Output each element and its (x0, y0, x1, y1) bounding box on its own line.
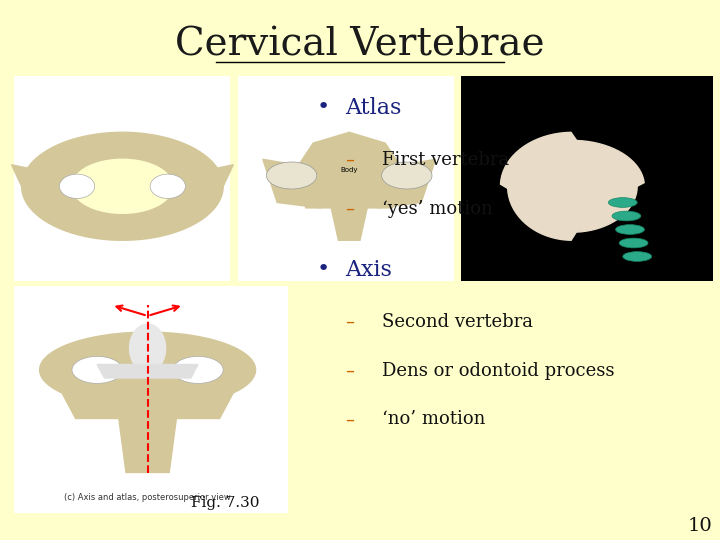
Text: Fig. 7.30: Fig. 7.30 (191, 496, 259, 510)
Polygon shape (40, 332, 256, 408)
Text: Axis: Axis (346, 259, 392, 281)
Text: Atlas: Atlas (346, 97, 402, 119)
Ellipse shape (616, 225, 644, 234)
Polygon shape (97, 364, 198, 378)
Text: Dens or odontoid process: Dens or odontoid process (382, 362, 614, 380)
FancyBboxPatch shape (14, 76, 230, 281)
Polygon shape (371, 159, 436, 208)
Text: –: – (346, 313, 354, 331)
Ellipse shape (173, 356, 223, 383)
Text: •: • (317, 259, 330, 279)
Polygon shape (173, 165, 233, 208)
Ellipse shape (72, 356, 122, 383)
Ellipse shape (608, 198, 637, 207)
FancyBboxPatch shape (461, 76, 713, 281)
Text: (c) Axis and atlas, posterosuperior view: (c) Axis and atlas, posterosuperior view (64, 493, 231, 502)
Text: –: – (346, 200, 354, 218)
Text: First vertebra: First vertebra (382, 151, 509, 169)
Polygon shape (130, 324, 166, 373)
Ellipse shape (150, 174, 186, 199)
FancyBboxPatch shape (238, 76, 454, 281)
Text: Cervical Vertebrae: Cervical Vertebrae (175, 27, 545, 64)
FancyBboxPatch shape (14, 286, 288, 513)
Text: –: – (346, 151, 354, 169)
Ellipse shape (382, 162, 432, 189)
Ellipse shape (619, 238, 648, 248)
Polygon shape (72, 159, 173, 213)
Polygon shape (263, 159, 328, 208)
Text: ‘yes’ motion: ‘yes’ motion (382, 200, 492, 218)
Polygon shape (331, 208, 367, 240)
Text: –: – (346, 362, 354, 380)
Text: Second vertebra: Second vertebra (382, 313, 533, 331)
Text: 10: 10 (688, 517, 713, 535)
Text: –: – (346, 410, 354, 428)
Polygon shape (119, 418, 176, 472)
Polygon shape (292, 132, 407, 208)
Ellipse shape (266, 162, 317, 189)
Ellipse shape (59, 174, 95, 199)
Polygon shape (500, 132, 644, 240)
Ellipse shape (612, 211, 641, 221)
Text: •: • (317, 97, 330, 117)
Polygon shape (61, 381, 234, 418)
Polygon shape (12, 165, 72, 208)
Ellipse shape (623, 252, 652, 261)
Polygon shape (22, 132, 223, 240)
Text: Body: Body (341, 167, 358, 173)
Text: ‘no’ motion: ‘no’ motion (382, 410, 485, 428)
